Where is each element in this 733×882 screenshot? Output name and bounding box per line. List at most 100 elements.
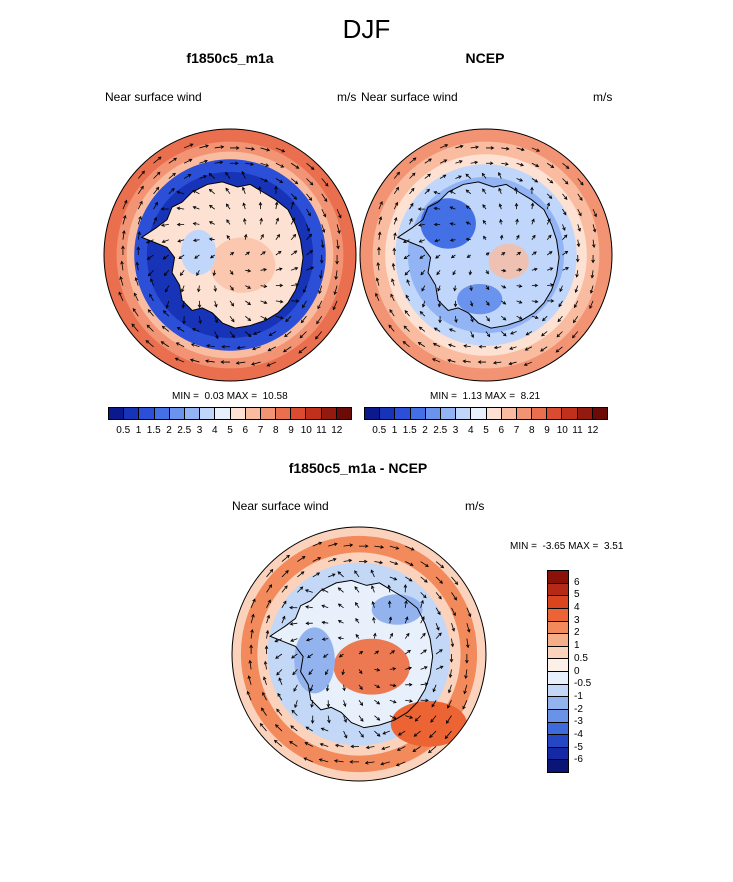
wind-vector bbox=[531, 219, 535, 225]
wind-vector-head bbox=[355, 617, 359, 622]
wind-vector-head bbox=[220, 145, 225, 149]
wind-vector-head bbox=[291, 655, 295, 659]
wind-vector bbox=[168, 173, 176, 179]
wind-vector-head bbox=[263, 268, 268, 272]
wind-vector bbox=[321, 178, 329, 187]
wind-vector-head bbox=[265, 629, 270, 634]
wind-vector bbox=[465, 189, 471, 195]
antarctica-coastline bbox=[269, 579, 434, 729]
wind-vector bbox=[374, 561, 383, 564]
panel-2-min-value: 1.13 bbox=[462, 391, 482, 402]
wind-vector bbox=[275, 724, 283, 732]
wind-vector-head bbox=[273, 739, 278, 744]
wind-vector bbox=[404, 310, 410, 317]
wind-vector bbox=[264, 661, 267, 670]
wind-vector bbox=[435, 623, 440, 631]
wind-vector bbox=[259, 186, 261, 194]
wind-vector-head bbox=[452, 612, 456, 617]
wind-vector-head bbox=[391, 262, 396, 267]
wind-vector-head bbox=[447, 358, 451, 363]
wind-vector-head bbox=[548, 251, 553, 255]
panel-2-variable-label: Near surface wind bbox=[361, 90, 458, 104]
wind-vector-head bbox=[293, 250, 298, 254]
wind-vector-head bbox=[591, 259, 595, 264]
wind-vector bbox=[291, 284, 299, 286]
wind-vector bbox=[412, 746, 421, 752]
wind-vector-head bbox=[390, 293, 394, 298]
wind-vector bbox=[305, 589, 313, 593]
wind-vector bbox=[321, 224, 325, 233]
wind-vector bbox=[531, 268, 538, 271]
wind-vector bbox=[275, 300, 283, 303]
wind-vector-head bbox=[470, 318, 474, 323]
wind-vector-head bbox=[393, 217, 398, 221]
wind-vector bbox=[306, 266, 314, 271]
wind-vector bbox=[322, 638, 329, 640]
colorbar-swatch bbox=[139, 408, 155, 419]
wind-vector-head bbox=[518, 300, 523, 304]
panel-2-polar-map bbox=[359, 128, 613, 382]
wind-vector-head bbox=[382, 731, 387, 735]
wind-vector-head bbox=[230, 287, 234, 291]
wind-vector bbox=[562, 267, 569, 271]
wind-vector-head bbox=[293, 196, 298, 200]
wind-vector-head bbox=[376, 668, 381, 672]
wind-vector-head bbox=[322, 213, 327, 218]
wind-vector-head bbox=[242, 186, 246, 191]
wind-vector bbox=[321, 193, 328, 202]
wind-vector bbox=[439, 144, 448, 149]
colorbar-tick-label: 1 bbox=[574, 640, 580, 652]
colorbar-swatch bbox=[532, 408, 548, 419]
wind-vector-head bbox=[300, 319, 305, 324]
wind-vector-head bbox=[387, 584, 391, 589]
wind-vector bbox=[435, 632, 442, 639]
wind-vector-head bbox=[251, 362, 255, 366]
wind-vector bbox=[485, 315, 490, 322]
wind-vector-head bbox=[277, 692, 281, 697]
wind-vector-head bbox=[482, 188, 486, 193]
wind-vector bbox=[266, 615, 270, 624]
colorbar-swatch bbox=[548, 571, 568, 584]
wind-vector bbox=[493, 361, 502, 364]
colorbar-swatch bbox=[215, 408, 231, 419]
wind-vector bbox=[591, 270, 594, 278]
wind-vector bbox=[321, 727, 329, 732]
wind-vector-head bbox=[577, 227, 581, 232]
wind-vector bbox=[374, 633, 376, 639]
wind-vector-head bbox=[540, 348, 544, 352]
wind-vector bbox=[277, 693, 283, 701]
wind-vector-head bbox=[405, 616, 409, 621]
wind-vector bbox=[501, 300, 506, 305]
wind-vector bbox=[372, 601, 375, 608]
wind-vector-head bbox=[523, 362, 528, 366]
colorbar-swatch bbox=[501, 408, 517, 419]
wind-vector-head bbox=[269, 568, 274, 573]
wind-vector-head bbox=[321, 637, 326, 641]
wind-vector bbox=[403, 325, 410, 332]
wind-vector bbox=[336, 239, 339, 249]
wind-vector bbox=[541, 331, 548, 337]
wind-vector-head bbox=[592, 228, 597, 233]
wind-vector bbox=[274, 740, 283, 747]
wind-vector bbox=[290, 217, 295, 225]
wind-vector-head bbox=[197, 288, 201, 293]
wind-vector-head bbox=[463, 690, 467, 695]
wind-vector bbox=[312, 557, 321, 562]
wind-vector bbox=[420, 633, 426, 639]
wind-vector bbox=[546, 193, 552, 199]
wind-vector-head bbox=[264, 178, 269, 182]
colorbar-swatch bbox=[230, 408, 246, 419]
wind-vector-head bbox=[394, 201, 398, 206]
wind-vector bbox=[418, 224, 425, 226]
wind-vector-head bbox=[118, 291, 122, 296]
wind-vector bbox=[419, 239, 425, 243]
colorbar-tick-label: 6 bbox=[574, 576, 580, 588]
wind-vector bbox=[447, 359, 456, 363]
wind-vector bbox=[374, 684, 380, 688]
wind-vector bbox=[404, 600, 407, 608]
wind-vector bbox=[438, 300, 441, 307]
wind-vector bbox=[389, 715, 397, 720]
wind-vector-head bbox=[467, 613, 472, 618]
wind-vector bbox=[168, 188, 175, 195]
wind-vector bbox=[260, 218, 262, 225]
